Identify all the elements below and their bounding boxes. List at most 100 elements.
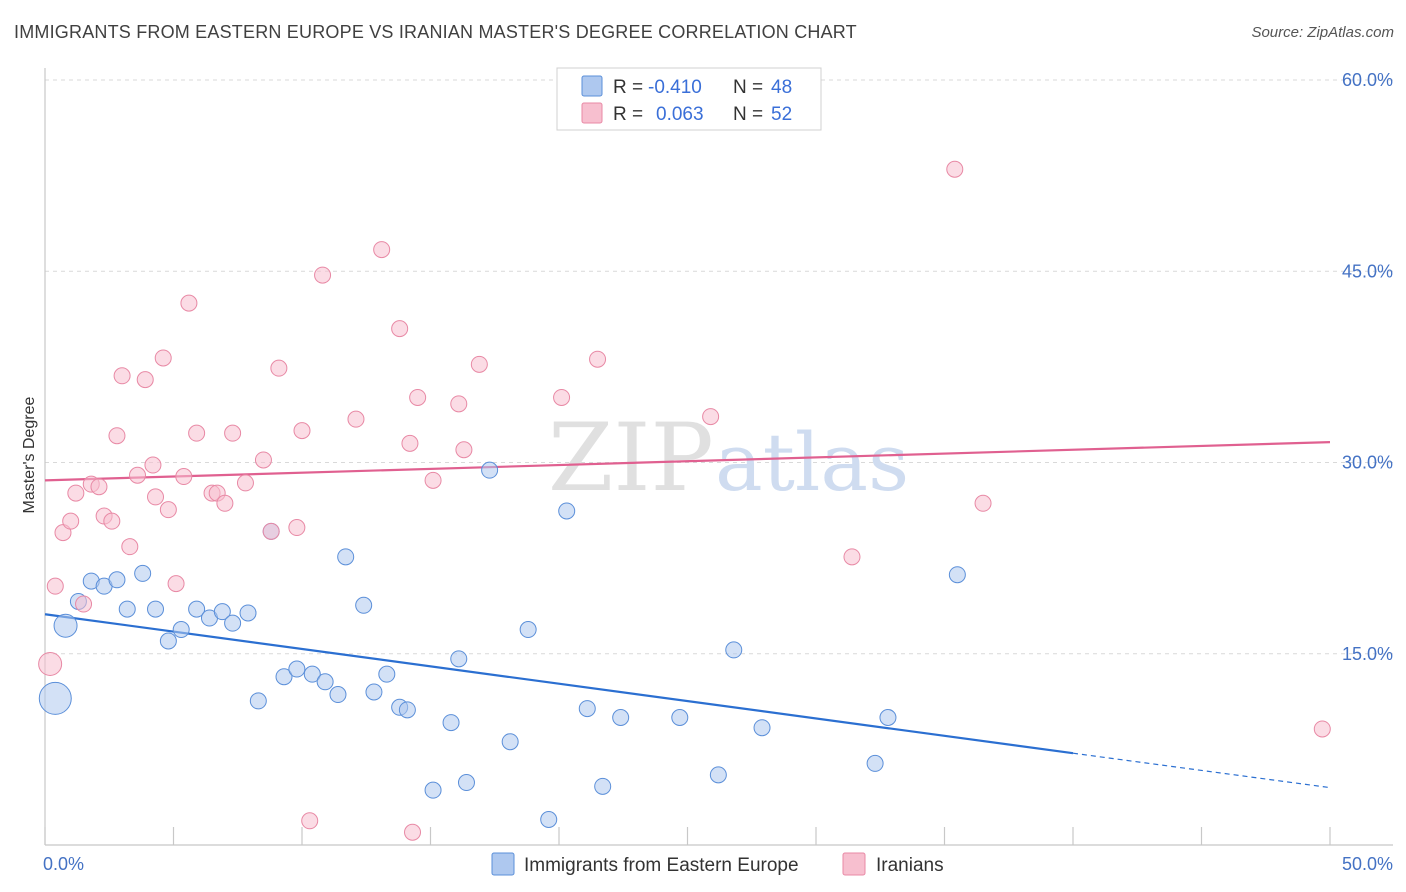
legend-n-label-1: N = xyxy=(733,77,763,98)
chart-title: IMMIGRANTS FROM EASTERN EUROPE VS IRANIA… xyxy=(14,22,857,42)
point-eastern-europe xyxy=(450,650,468,668)
point-eastern-europe xyxy=(424,781,442,799)
point-eastern-europe xyxy=(519,621,537,639)
point-eastern-europe xyxy=(147,600,165,618)
point-iranians xyxy=(589,350,607,368)
point-iranians xyxy=(347,410,365,428)
point-eastern-europe xyxy=(118,600,136,618)
point-eastern-europe xyxy=(249,692,267,710)
point-iranians xyxy=(270,359,288,377)
series-legend-swatch-blue xyxy=(491,852,515,876)
trend-line-eastern-europe-extension xyxy=(1072,752,1331,789)
data-points xyxy=(38,160,1331,841)
point-eastern-europe xyxy=(213,603,231,621)
point-iranians xyxy=(702,408,720,426)
point-iranians xyxy=(314,266,332,284)
point-iranians xyxy=(946,160,964,178)
point-eastern-europe xyxy=(378,665,396,683)
point-iranians xyxy=(450,395,468,413)
point-iranians xyxy=(224,424,242,442)
point-iranians xyxy=(409,388,427,406)
point-eastern-europe xyxy=(275,668,293,686)
point-eastern-europe xyxy=(578,700,596,718)
point-iranians xyxy=(254,451,272,469)
legend-r-label-2: R = xyxy=(613,104,643,125)
point-iranians xyxy=(404,823,422,841)
point-iranians xyxy=(136,371,154,389)
point-iranians xyxy=(113,367,131,385)
watermark-zip: ZIP xyxy=(548,404,714,513)
y-tick-label: 45.0% xyxy=(1342,261,1393,281)
y-tick-label: 60.0% xyxy=(1342,70,1393,90)
point-iranians xyxy=(154,349,172,367)
point-iranians xyxy=(236,474,254,492)
point-eastern-europe xyxy=(879,709,897,726)
legend-n-value-2: 52 xyxy=(771,104,792,125)
trend-lines xyxy=(44,441,1331,789)
point-eastern-europe xyxy=(53,613,78,638)
point-iranians xyxy=(553,388,571,406)
point-iranians xyxy=(38,651,63,676)
point-eastern-europe xyxy=(540,811,558,828)
point-eastern-europe xyxy=(948,566,966,584)
point-eastern-europe xyxy=(329,686,347,704)
point-iranians xyxy=(75,595,93,613)
point-eastern-europe xyxy=(134,564,152,582)
point-iranians xyxy=(424,471,442,489)
point-iranians xyxy=(90,478,108,496)
legend-n-value-1: 48 xyxy=(771,77,792,98)
stats-legend: R = -0.410 N = 48 R = 0.063 N = 52 xyxy=(556,67,822,131)
point-iranians xyxy=(216,494,234,512)
point-iranians xyxy=(188,424,206,442)
point-iranians xyxy=(121,538,139,556)
point-eastern-europe xyxy=(316,673,334,691)
series-legend: Immigrants from Eastern Europe Iranians xyxy=(491,852,944,876)
point-eastern-europe xyxy=(725,641,743,659)
point-eastern-europe xyxy=(159,632,177,650)
point-iranians xyxy=(175,468,193,486)
trend-line-iranians xyxy=(44,441,1331,482)
point-eastern-europe xyxy=(365,683,383,701)
point-eastern-europe xyxy=(188,600,206,618)
x-tick-min: 0.0% xyxy=(43,854,84,874)
y-tick-label: 30.0% xyxy=(1342,453,1393,473)
point-iranians xyxy=(159,501,177,519)
point-iranians xyxy=(262,522,280,540)
source-credit: Source: ZipAtlas.com xyxy=(1251,24,1394,41)
legend-swatch-blue xyxy=(581,75,603,97)
point-eastern-europe xyxy=(501,733,519,751)
point-eastern-europe xyxy=(288,660,306,678)
point-eastern-europe xyxy=(709,766,727,784)
x-tick-max: 50.0% xyxy=(1342,854,1393,874)
point-eastern-europe xyxy=(224,614,242,632)
point-iranians xyxy=(843,548,861,566)
point-eastern-europe xyxy=(303,665,321,683)
point-eastern-europe xyxy=(38,681,72,715)
point-iranians xyxy=(108,427,126,445)
grid-lines xyxy=(45,79,1393,655)
point-iranians xyxy=(293,422,311,440)
point-iranians xyxy=(67,484,85,502)
point-eastern-europe xyxy=(337,548,355,566)
point-eastern-europe xyxy=(398,701,416,719)
y-tick-labels: 15.0% 30.0% 45.0% 60.0% xyxy=(1342,70,1393,664)
point-iranians xyxy=(373,241,391,259)
series-legend-label-2: Iranians xyxy=(876,855,944,876)
y-axis-label: Master's Degree xyxy=(21,396,38,513)
series-legend-label-1: Immigrants from Eastern Europe xyxy=(524,855,799,876)
point-eastern-europe xyxy=(442,714,460,732)
point-iranians xyxy=(129,466,147,484)
point-eastern-europe xyxy=(172,621,190,639)
point-iranians xyxy=(391,320,409,338)
axes xyxy=(44,68,1393,846)
watermark-atlas: atlas xyxy=(715,416,909,509)
point-eastern-europe xyxy=(753,719,771,737)
legend-r-value-1: -0.410 xyxy=(648,77,702,98)
series-legend-swatch-pink xyxy=(842,852,866,876)
point-iranians xyxy=(62,512,80,530)
point-iranians xyxy=(180,294,198,312)
point-iranians xyxy=(455,441,473,459)
point-iranians xyxy=(288,519,306,537)
point-iranians xyxy=(1313,720,1331,738)
